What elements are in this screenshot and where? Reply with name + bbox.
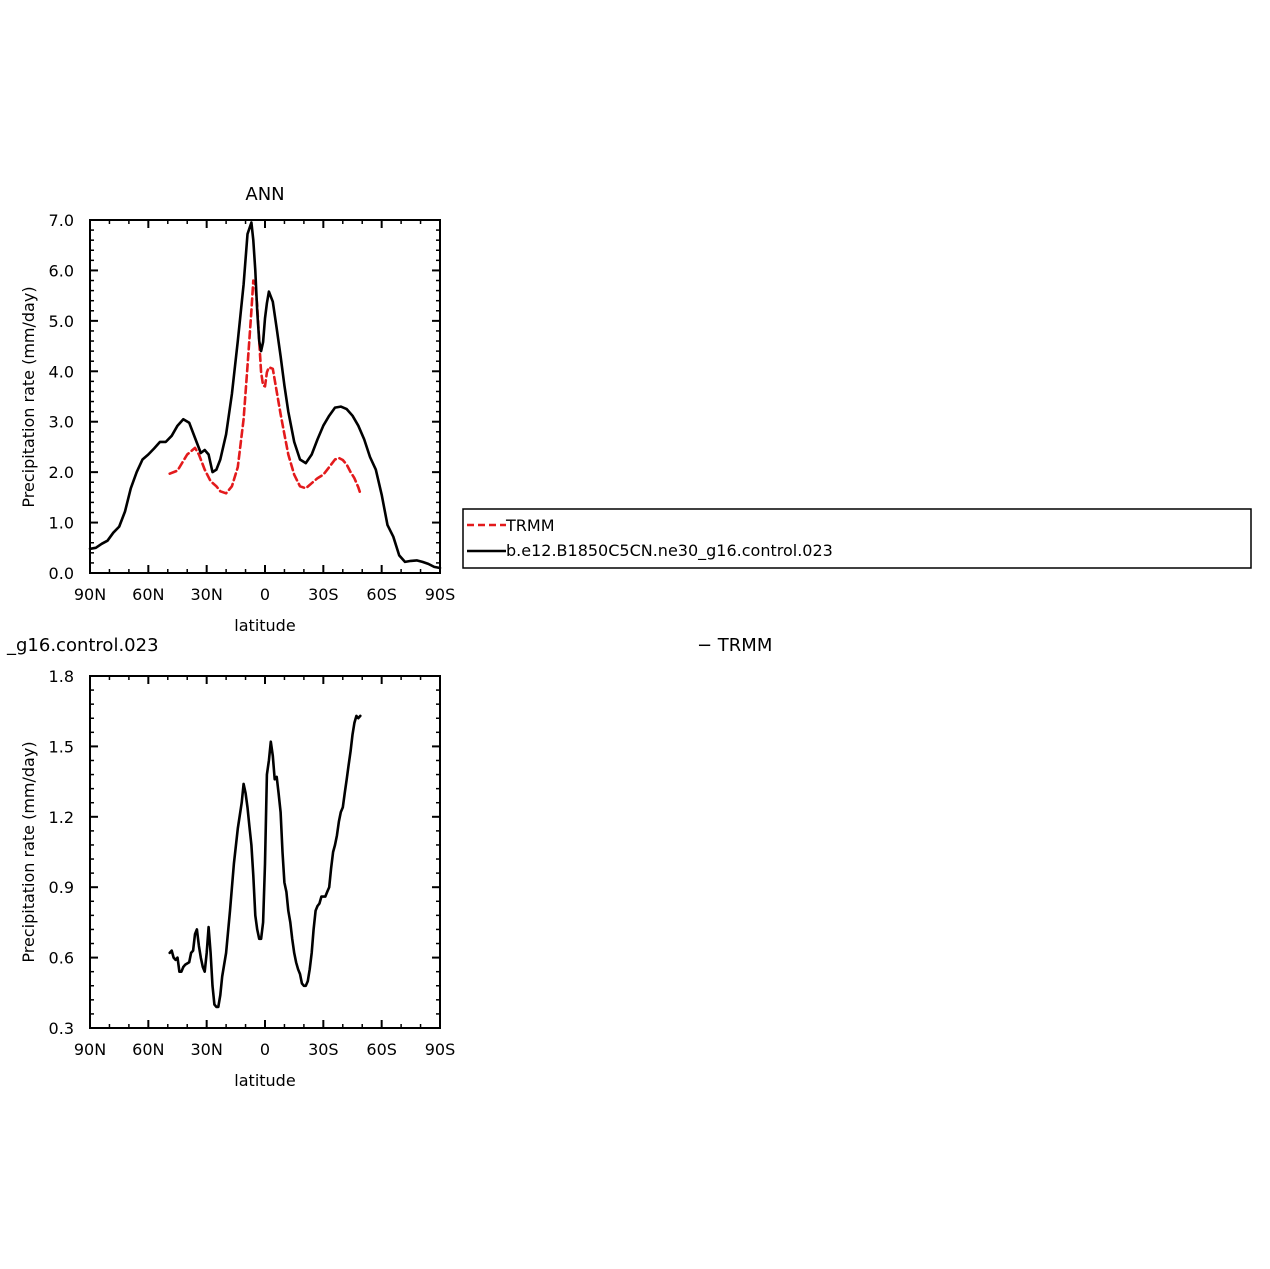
x-tick-label: 0 — [260, 585, 270, 604]
series-line-1 — [88, 221, 442, 570]
chart-title-right: − TRMM — [697, 635, 772, 656]
chart-title: ANN — [245, 184, 284, 205]
x-tick-label: 60N — [132, 1040, 164, 1059]
y-tick-label: 2.0 — [49, 463, 74, 482]
series-line-0 — [168, 714, 362, 1009]
x-tick-labels: 90N 60N 30N 0 30S 60S 90S — [74, 585, 455, 604]
panel-annual-precip: ANN 90N 60N 30N 0 30S 60S 90S 0.0 1.0 2.0 3.0 4.0 5… — [19, 184, 455, 635]
legend-label-trmm: TRMM — [505, 516, 555, 535]
y-tick-label: 1.2 — [49, 808, 74, 827]
x-axis-label: latitude — [234, 616, 295, 635]
x-tick-label: 30N — [191, 585, 223, 604]
x-tick-label: 60S — [366, 585, 397, 604]
series-layer — [88, 221, 442, 570]
axis-ticks — [89, 675, 441, 1029]
y-tick-label: 1.0 — [49, 514, 74, 533]
x-tick-label: 0 — [260, 1040, 270, 1059]
y-tick-label: 1.8 — [49, 667, 74, 686]
y-tick-label: 0.6 — [49, 949, 74, 968]
legend-box — [462, 508, 1252, 569]
y-tick-label: 0.9 — [49, 878, 74, 897]
y-tick-label: 0.3 — [49, 1019, 74, 1038]
x-tick-label: 60N — [132, 585, 164, 604]
chart-title-left: _g16.control.023 — [6, 635, 159, 656]
y-tick-labels: 0.0 1.0 2.0 3.0 4.0 5.0 6.0 7.0 — [49, 211, 74, 583]
x-tick-label: 60S — [366, 1040, 397, 1059]
y-axis-label: Precipitation rate (mm/day) — [19, 741, 38, 962]
y-axis-label: Precipitation rate (mm/day) — [19, 286, 38, 507]
panel-difference-precip: _g16.control.023 − TRMM 90N 60N 30N 0 30S 60S… — [6, 635, 772, 1090]
series-layer — [168, 714, 362, 1009]
x-tick-label: 30S — [308, 585, 339, 604]
x-tick-label: 90S — [425, 585, 456, 604]
y-tick-label: 3.0 — [49, 413, 74, 432]
axis-ticks — [89, 219, 441, 574]
y-tick-label: 0.0 — [49, 564, 74, 583]
x-axis-label: latitude — [234, 1071, 295, 1090]
x-tick-label: 30N — [191, 1040, 223, 1059]
y-tick-labels: 0.3 0.6 0.9 1.2 1.5 1.8 — [49, 667, 74, 1038]
legend: TRMM b.e12.B1850C5CN.ne30_g16.control.02… — [462, 508, 1252, 569]
y-tick-label: 6.0 — [49, 261, 74, 280]
legend-label-model: b.e12.B1850C5CN.ne30_g16.control.023 — [506, 541, 833, 561]
series-line-0 — [168, 279, 362, 495]
y-tick-label: 4.0 — [49, 362, 74, 381]
y-tick-label: 5.0 — [49, 312, 74, 331]
y-tick-label: 1.5 — [49, 737, 74, 756]
x-tick-label: 90N — [74, 1040, 106, 1059]
x-tick-labels: 90N 60N 30N 0 30S 60S 90S — [74, 1040, 455, 1059]
x-tick-label: 90S — [425, 1040, 456, 1059]
x-tick-label: 30S — [308, 1040, 339, 1059]
x-tick-label: 90N — [74, 585, 106, 604]
y-tick-label: 7.0 — [49, 211, 74, 230]
